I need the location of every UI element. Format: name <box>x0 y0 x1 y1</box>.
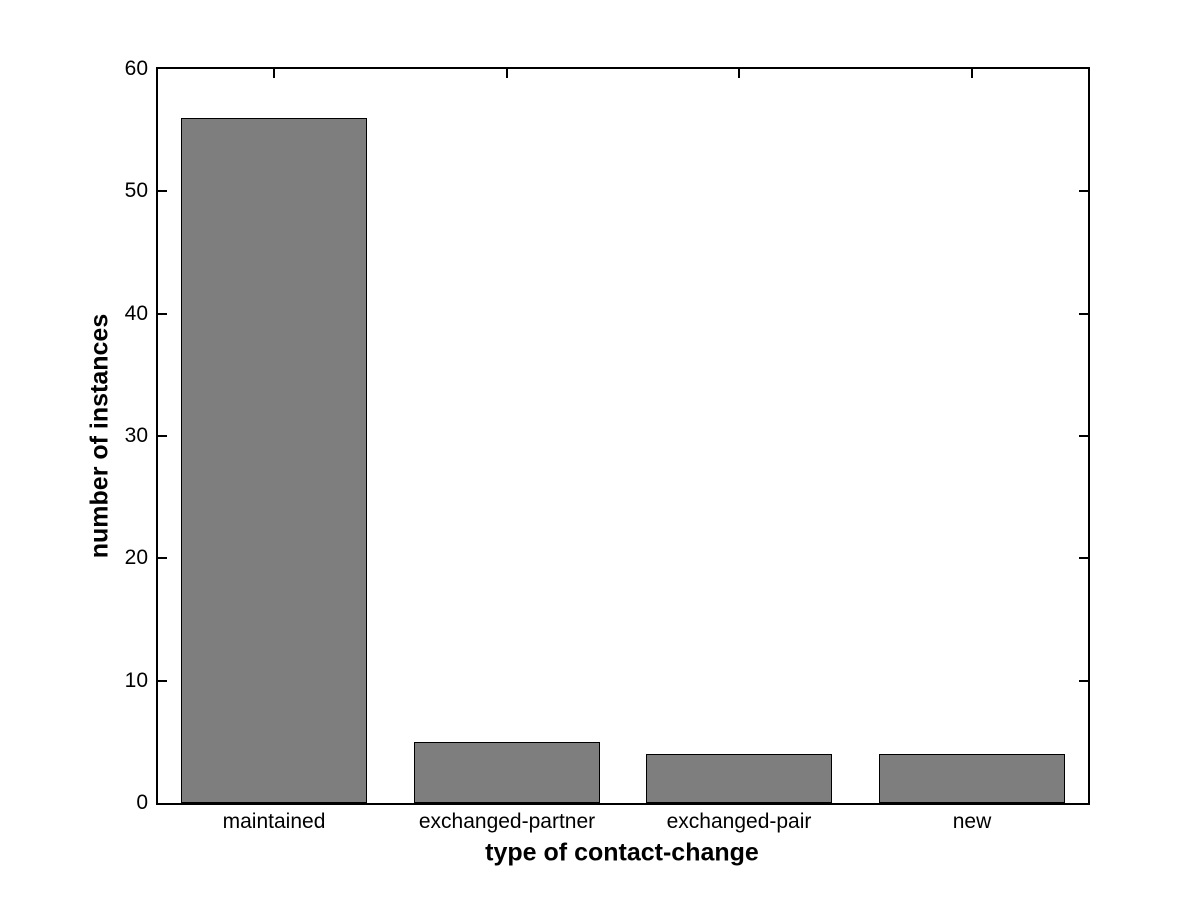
y-tick-mark <box>1079 680 1088 682</box>
y-tick-mark <box>1079 313 1088 315</box>
y-tick-mark <box>158 190 167 192</box>
x-tick-mark <box>506 69 508 78</box>
x-tick-mark <box>971 69 973 78</box>
x-tick-mark <box>738 69 740 78</box>
y-tick-label: 10 <box>124 669 148 692</box>
y-tick-label: 40 <box>124 302 148 325</box>
x-tick-mark <box>273 69 275 78</box>
x-axis-title: type of contact-change <box>485 838 759 867</box>
x-category-label: exchanged-pair <box>666 810 812 833</box>
y-tick-mark <box>158 435 167 437</box>
y-tick-mark <box>158 680 167 682</box>
y-tick-label: 30 <box>124 424 148 447</box>
y-tick-mark <box>1079 557 1088 559</box>
y-tick-mark <box>158 313 167 315</box>
bar-exchanged-pair <box>646 754 832 803</box>
y-tick-mark <box>158 557 167 559</box>
bar-exchanged-partner <box>414 742 600 803</box>
y-tick-mark <box>1079 435 1088 437</box>
y-tick-label: 50 <box>124 179 148 202</box>
x-category-label: exchanged-partner <box>418 810 596 833</box>
x-category-label: maintained <box>222 810 326 833</box>
bar-maintained <box>181 118 367 803</box>
y-tick-label: 60 <box>124 57 148 80</box>
x-category-label: new <box>952 810 992 833</box>
y-tick-label: 20 <box>124 546 148 569</box>
y-tick-mark <box>1079 190 1088 192</box>
bar-new <box>879 754 1065 803</box>
plot-area <box>156 67 1090 805</box>
y-tick-label: 0 <box>136 791 148 814</box>
